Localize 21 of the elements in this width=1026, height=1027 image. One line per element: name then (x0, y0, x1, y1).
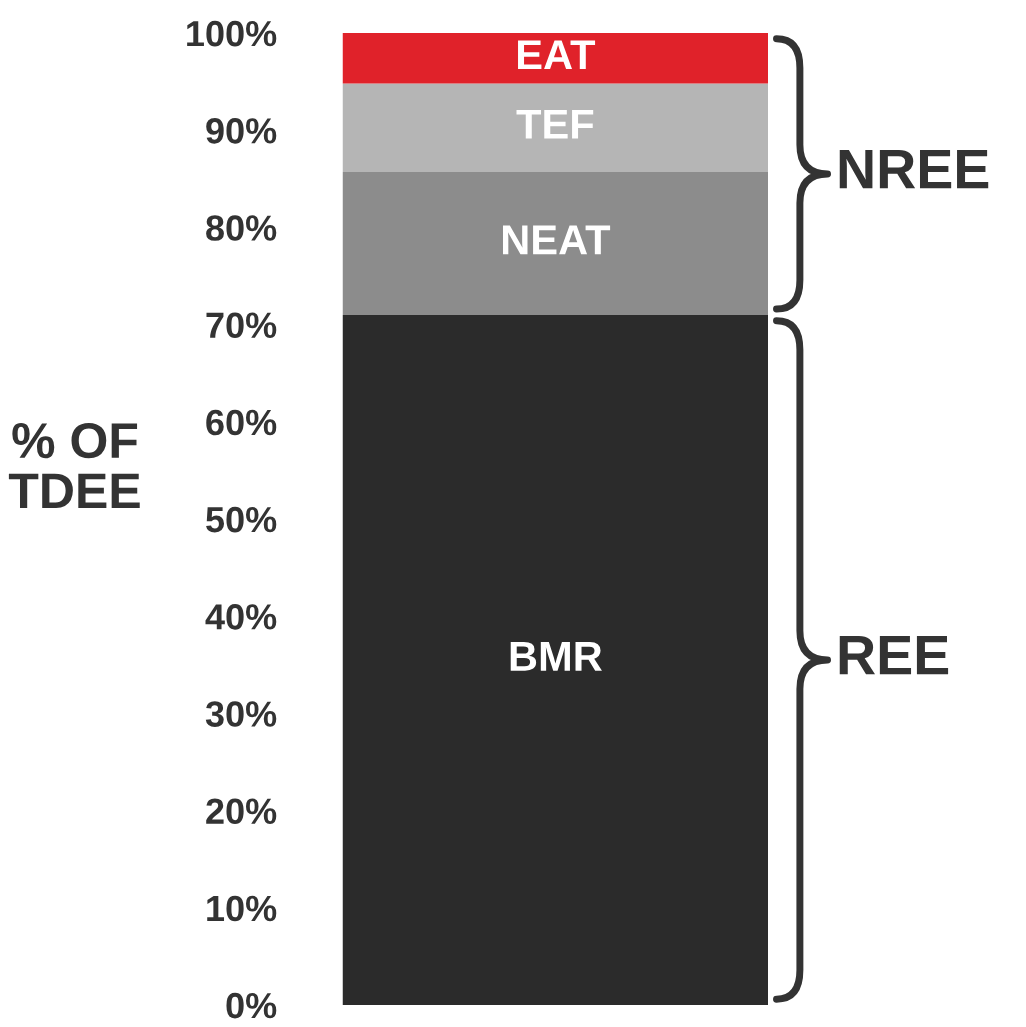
y-tick-label: 60% (206, 409, 277, 436)
y-tick-label: 30% (205, 701, 277, 727)
series-label: NEAT (502, 225, 611, 255)
y-tick-label: 40% (205, 604, 277, 630)
text: NREE (839, 150, 989, 189)
bar (342, 83, 768, 172)
y-tick-label: 20% (206, 798, 277, 825)
y-tick-label: 90% (206, 118, 277, 144)
text: REE (839, 636, 949, 675)
series-label: TEF (516, 109, 594, 139)
y-tick-label: 10% (207, 895, 277, 922)
y-tick-label: 70% (206, 312, 277, 339)
bar (342, 172, 768, 315)
bar (342, 33, 768, 84)
y-tick-label: 0% (226, 992, 277, 1019)
y-tick-label: 50% (206, 506, 277, 533)
y-axis-title: % OF TDEE (8, 422, 140, 509)
y-tick-label: 80% (206, 215, 277, 241)
y-tick-label: 100% (187, 20, 277, 47)
series-label: BMR (510, 642, 602, 671)
series-label: EAT (518, 40, 596, 70)
